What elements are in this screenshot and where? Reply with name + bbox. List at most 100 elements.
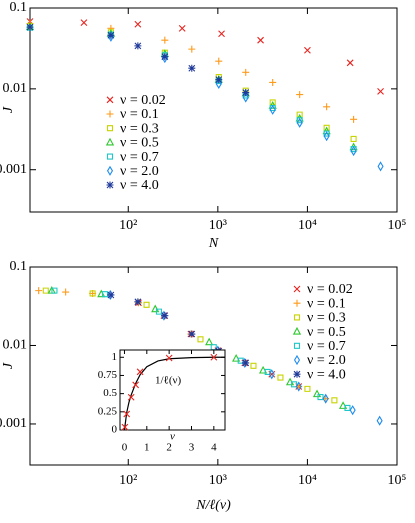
y-axis-label: J (1, 362, 16, 369)
x-tick-label: 10⁵ (388, 473, 407, 488)
marker (242, 92, 249, 103)
y-axis-label: J (1, 106, 16, 113)
y-tick-label: 0.25 (98, 405, 118, 417)
marker (178, 24, 186, 32)
legend-label: ν = 4.0 (307, 367, 346, 382)
legend-marker (106, 110, 114, 118)
x-axis-label: N/ℓ(ν) (195, 498, 231, 513)
marker (62, 288, 70, 296)
plot-frame (119, 349, 226, 431)
marker (304, 385, 311, 392)
y-tick-label: 0.01 (3, 81, 28, 96)
marker (312, 389, 322, 398)
x-tick-label: 4 (211, 442, 217, 454)
marker (323, 124, 330, 131)
marker (132, 381, 140, 389)
legend-marker (293, 370, 301, 378)
legend-marker (293, 314, 301, 321)
marker (377, 88, 384, 95)
marker (51, 287, 58, 294)
marker (269, 104, 276, 115)
marker (121, 423, 129, 431)
legend-marker (293, 285, 301, 293)
legend-marker (293, 299, 301, 307)
marker (89, 290, 96, 297)
legend-marker (106, 165, 114, 176)
marker (296, 91, 304, 99)
legend-label: ν = 4.0 (120, 178, 159, 193)
marker (107, 291, 115, 299)
marker (242, 68, 250, 76)
marker (188, 330, 196, 338)
annotation: 1/ℓ(ν) (155, 375, 181, 387)
marker (188, 64, 196, 72)
marker (317, 394, 324, 401)
marker (242, 359, 250, 367)
marker (134, 298, 142, 306)
x-axis-label: ν (170, 431, 175, 443)
marker (134, 20, 142, 28)
legend-label: ν = 0.1 (307, 296, 346, 311)
marker (80, 19, 88, 26)
y-tick-label: 0.001 (0, 416, 27, 431)
marker (269, 78, 277, 86)
legend-label: ν = 2.0 (307, 353, 346, 368)
marker (165, 354, 173, 362)
x-tick-label: 10² (119, 218, 137, 233)
marker (277, 374, 284, 381)
marker (346, 59, 354, 67)
y-tick-label: 1 (112, 351, 118, 363)
legend-label: ν = 0.02 (307, 282, 353, 297)
y-tick-label: 0.75 (98, 369, 118, 381)
marker (349, 405, 356, 416)
x-tick-label: 2 (166, 442, 172, 454)
marker (26, 23, 34, 31)
x-tick-label: 3 (189, 442, 195, 454)
marker (350, 146, 357, 157)
marker (242, 89, 250, 97)
marker (188, 45, 196, 53)
marker (295, 381, 302, 392)
marker (123, 410, 131, 418)
legend-label: ν = 2.0 (120, 164, 159, 179)
marker (268, 369, 275, 380)
marker (218, 30, 225, 38)
legend-marker (105, 137, 115, 146)
marker (161, 53, 169, 61)
marker (161, 312, 169, 320)
marker (205, 337, 214, 346)
marker (304, 46, 311, 54)
marker (107, 31, 115, 39)
legend-label: ν = 0.1 (120, 107, 159, 122)
x-tick-label: 1 (144, 442, 150, 454)
legend-label: ν = 0.02 (120, 93, 166, 108)
marker (350, 135, 357, 143)
marker (215, 57, 223, 65)
x-tick-label: 10² (119, 473, 137, 488)
marker (331, 397, 338, 404)
x-tick-label: 10⁴ (298, 473, 317, 488)
marker (35, 287, 43, 295)
marker (250, 362, 257, 369)
marker (127, 393, 135, 401)
marker (134, 42, 142, 50)
marker (257, 36, 264, 44)
marker (215, 78, 222, 90)
y-tick-label: 0.01 (3, 338, 28, 353)
x-tick-label: 10³ (209, 473, 227, 488)
legend-label: ν = 0.3 (307, 311, 346, 326)
legend-marker (293, 342, 301, 349)
inset: 0 1 2 3 4 0 0.25 0.5 0.75 1 ν 1/ℓ(ν) (98, 349, 226, 454)
marker (155, 308, 162, 315)
y-tick-label: 0.5 (103, 387, 117, 399)
marker (210, 353, 218, 361)
plot-frame (29, 7, 398, 213)
legend-label: ν = 0.7 (120, 150, 159, 165)
marker (350, 115, 358, 123)
marker (101, 291, 109, 298)
legend-marker (293, 354, 301, 366)
x-tick-label: 0 (122, 442, 128, 454)
legend-marker (106, 153, 114, 160)
legend-marker (106, 125, 114, 132)
